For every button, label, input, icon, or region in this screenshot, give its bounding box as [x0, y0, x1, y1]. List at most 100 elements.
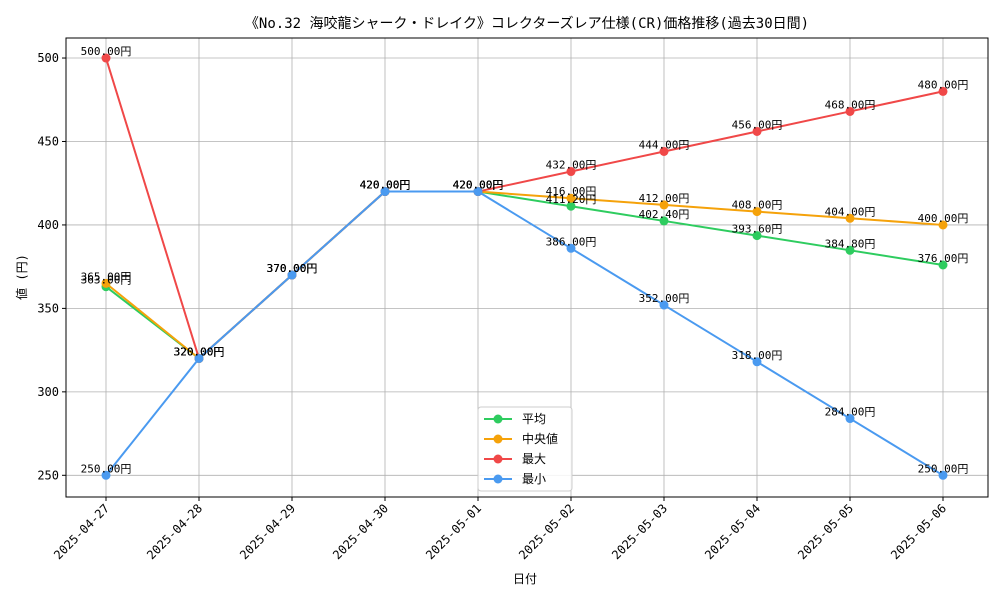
- data-label: 456.00円: [732, 118, 783, 131]
- data-point: [101, 53, 111, 63]
- plot-area-frame: [65, 37, 989, 498]
- legend-label: 最大: [522, 452, 546, 466]
- data-point: [659, 216, 669, 226]
- data-point: [101, 278, 111, 288]
- data-label: 320.00円: [174, 345, 225, 358]
- data-label: 370.00円: [267, 262, 318, 275]
- data-label: 400.00円: [918, 212, 969, 225]
- x-tick-label: 2025-04-28: [144, 501, 205, 562]
- data-label: 420.00円: [453, 179, 504, 192]
- data-label: 284.00円: [825, 406, 876, 419]
- x-tick-label: 2025-04-29: [237, 501, 298, 562]
- y-tick-label: 250: [37, 468, 59, 482]
- data-label: 376.00円: [918, 252, 969, 265]
- data-point: [752, 231, 762, 241]
- y-tick-label: 400: [37, 218, 59, 232]
- data-point: [659, 300, 669, 310]
- data-label: 420.00円: [453, 179, 504, 192]
- data-label: 365.00円: [81, 270, 132, 283]
- data-label: 384.80円: [825, 237, 876, 250]
- data-label: 420.00円: [360, 179, 411, 192]
- data-label: 250.00円: [918, 462, 969, 475]
- legend-marker: [493, 454, 503, 464]
- x-tick-label: 2025-05-05: [795, 501, 856, 562]
- data-label: 393.60円: [732, 223, 783, 236]
- y-axis-label: 値 (円): [14, 254, 29, 300]
- data-point: [566, 167, 576, 177]
- data-point: [938, 220, 948, 230]
- legend-marker: [493, 414, 503, 424]
- data-point: [845, 106, 855, 116]
- data-label: 370.00円: [267, 262, 318, 275]
- data-point: [659, 200, 669, 210]
- chart-title: 《No.32 海咬龍シャーク・ドレイク》コレクターズレア仕様(CR)価格推移(過…: [245, 15, 809, 32]
- data-label: 411.20円: [546, 193, 597, 206]
- data-point: [845, 213, 855, 223]
- y-tick-label: 300: [37, 385, 59, 399]
- data-point: [566, 201, 576, 211]
- data-label: 468.00円: [825, 98, 876, 111]
- data-label: 408.00円: [732, 199, 783, 212]
- data-label: 420.00円: [453, 179, 504, 192]
- y-tick-label: 500: [37, 51, 59, 65]
- data-label: 420.00円: [360, 179, 411, 192]
- data-point: [845, 414, 855, 424]
- x-tick-label: 2025-05-04: [702, 501, 763, 562]
- data-label: 404.00円: [825, 205, 876, 218]
- grid-layer: [66, 38, 988, 497]
- legend-marker: [493, 434, 503, 444]
- data-label: 420.00円: [453, 179, 504, 192]
- data-label: 480.00円: [918, 78, 969, 91]
- data-label: 320.00円: [174, 345, 225, 358]
- data-point: [566, 193, 576, 203]
- x-tick-label: 2025-05-02: [516, 501, 577, 562]
- data-point: [101, 470, 111, 480]
- legend-marker: [493, 474, 503, 484]
- data-point: [659, 146, 669, 156]
- legend-box: [477, 406, 573, 492]
- data-point: [473, 187, 483, 197]
- data-label: 412.00円: [639, 192, 690, 205]
- data-point: [380, 187, 390, 197]
- data-label: 370.00円: [267, 262, 318, 275]
- data-label: 320.00円: [174, 345, 225, 358]
- series-line: [105, 190, 944, 360]
- x-tick-label: 2025-05-06: [888, 501, 949, 562]
- data-label: 444.00円: [639, 138, 690, 151]
- legend-label: 最小: [522, 472, 546, 486]
- data-label: 416.00円: [546, 185, 597, 198]
- x-tick-label: 2025-04-27: [51, 501, 112, 562]
- data-labels-layer: 363.00円 320.00円 370.00円 420.00円 420.00円 411.2…: [81, 45, 969, 475]
- legend-label: 中央値: [522, 431, 558, 446]
- data-point: [566, 243, 576, 253]
- data-point: [194, 353, 204, 363]
- x-tick-label: 2025-05-01: [423, 501, 484, 562]
- series-line: [105, 57, 944, 361]
- data-label: 250.00円: [81, 462, 132, 475]
- x-tick-label: 2025-04-30: [330, 501, 391, 562]
- y-tick-label: 450: [37, 134, 59, 148]
- data-point: [287, 270, 297, 280]
- data-label: 432.00円: [546, 159, 597, 172]
- data-point: [752, 357, 762, 367]
- data-point: [845, 245, 855, 255]
- data-point: [938, 260, 948, 270]
- data-label: 318.00円: [732, 349, 783, 362]
- x-axis-label: 日付: [513, 572, 537, 586]
- data-label: 402.40円: [639, 208, 690, 221]
- data-label: 386.00円: [546, 235, 597, 248]
- y-tick-label: 350: [37, 301, 59, 315]
- data-label: 420.00円: [360, 179, 411, 192]
- data-label: 420.00円: [360, 179, 411, 192]
- x-tick-label: 2025-05-03: [609, 501, 670, 562]
- data-point: [938, 470, 948, 480]
- data-label: 370.00円: [267, 262, 318, 275]
- data-point: [752, 207, 762, 217]
- data-label: 500.00円: [81, 45, 132, 58]
- data-point: [752, 126, 762, 136]
- data-label: 363.00円: [81, 274, 132, 287]
- series-layer: [101, 53, 948, 480]
